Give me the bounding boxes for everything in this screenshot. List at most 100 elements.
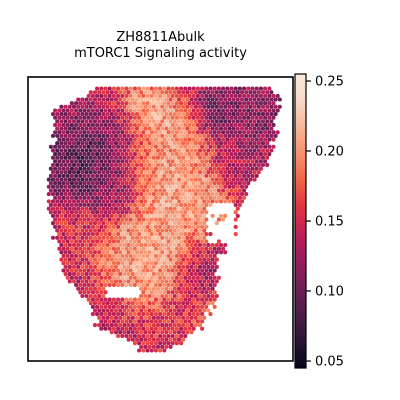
spot xyxy=(76,221,81,226)
spot xyxy=(179,246,184,251)
spot xyxy=(134,308,140,313)
spot xyxy=(67,192,72,197)
spot xyxy=(212,152,217,157)
spot xyxy=(80,264,85,269)
spot xyxy=(59,162,64,168)
spot xyxy=(65,275,70,280)
spot xyxy=(252,97,257,102)
spot xyxy=(221,217,226,222)
spot xyxy=(107,253,112,258)
spot xyxy=(137,144,142,149)
spot xyxy=(80,206,85,211)
spot xyxy=(210,264,215,269)
spot xyxy=(124,282,129,288)
spot xyxy=(149,232,154,237)
spot xyxy=(212,122,217,128)
spot xyxy=(137,312,142,317)
spot xyxy=(149,86,154,91)
spot xyxy=(147,162,152,168)
spot xyxy=(69,195,74,200)
spot xyxy=(212,93,217,98)
spot xyxy=(164,293,169,299)
spot xyxy=(65,152,70,157)
spot xyxy=(103,304,108,309)
spot xyxy=(153,122,158,128)
spot xyxy=(141,290,146,295)
spot xyxy=(206,141,211,146)
spot xyxy=(155,184,161,189)
spot xyxy=(185,184,190,189)
spot xyxy=(170,232,175,237)
spot xyxy=(147,221,152,226)
spot xyxy=(143,228,148,233)
spot xyxy=(97,155,102,160)
spot xyxy=(189,308,194,313)
spot xyxy=(107,144,112,149)
spot xyxy=(170,246,175,251)
spot xyxy=(166,166,171,171)
spot xyxy=(55,148,60,153)
spot xyxy=(120,253,125,258)
spot xyxy=(197,286,203,291)
spot xyxy=(113,126,119,131)
spot xyxy=(164,279,169,284)
spot xyxy=(153,268,158,273)
spot xyxy=(65,144,70,149)
spot xyxy=(235,206,240,211)
spot xyxy=(244,97,249,102)
spot xyxy=(139,97,144,102)
spot xyxy=(95,93,100,98)
spot xyxy=(74,253,79,258)
spot xyxy=(183,86,188,91)
spot xyxy=(105,272,110,277)
spot xyxy=(197,301,203,306)
colorbar-tick-label: 0.05 xyxy=(315,355,344,370)
spot xyxy=(76,104,81,109)
spot xyxy=(252,126,257,131)
spot xyxy=(189,293,194,299)
spot xyxy=(168,330,173,335)
spot xyxy=(95,268,100,273)
spot xyxy=(221,115,226,120)
spot xyxy=(237,130,242,135)
spot xyxy=(170,137,175,142)
spot xyxy=(99,261,104,266)
spot xyxy=(168,308,173,313)
spot xyxy=(164,133,169,138)
spot xyxy=(139,221,144,226)
spot xyxy=(97,308,102,313)
spot xyxy=(86,93,91,98)
spot xyxy=(267,130,272,135)
spot xyxy=(103,290,108,295)
spot xyxy=(143,301,148,306)
spot xyxy=(200,304,205,309)
spot xyxy=(162,297,167,302)
spot xyxy=(233,232,238,237)
spot xyxy=(174,232,179,237)
spot xyxy=(122,199,127,204)
spot xyxy=(99,326,104,331)
spot xyxy=(170,239,175,244)
spot xyxy=(149,253,154,258)
spot xyxy=(116,195,121,200)
spot xyxy=(61,130,66,135)
spot xyxy=(197,133,203,138)
spot xyxy=(267,108,272,113)
spot xyxy=(90,93,95,98)
spot xyxy=(210,97,215,102)
spot xyxy=(250,152,255,157)
spot xyxy=(118,330,123,335)
spot xyxy=(92,279,98,284)
spot xyxy=(151,250,156,255)
spot xyxy=(256,119,261,124)
spot xyxy=(122,177,127,182)
spot xyxy=(86,181,91,186)
spot xyxy=(275,130,280,135)
spot xyxy=(153,261,158,266)
spot xyxy=(187,304,192,309)
spot xyxy=(143,286,148,291)
spot xyxy=(195,253,200,258)
spot xyxy=(191,152,196,157)
spot xyxy=(116,217,121,222)
spot xyxy=(120,297,125,302)
